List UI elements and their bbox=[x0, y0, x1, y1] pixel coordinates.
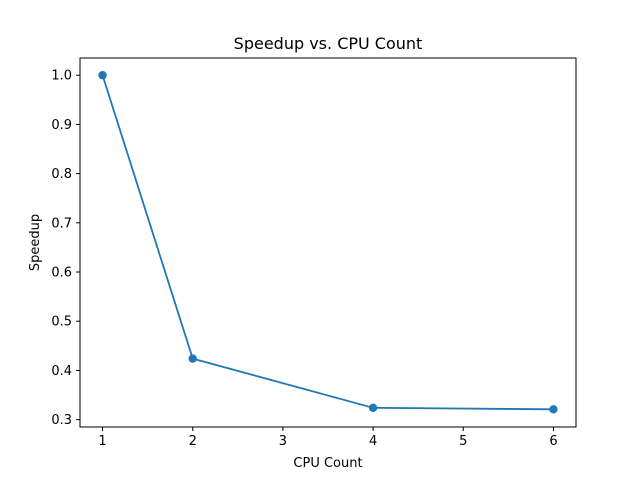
y-tick-label: 0.3 bbox=[51, 413, 72, 428]
x-tick-label: 6 bbox=[549, 434, 557, 449]
y-tick-label: 0.5 bbox=[51, 315, 72, 330]
x-tick-label: 4 bbox=[369, 434, 377, 449]
y-tick-label: 1.0 bbox=[51, 69, 72, 84]
y-axis: 0.3 0.4 0.5 0.6 0.7 0.8 0.9 1.0 bbox=[51, 69, 80, 428]
y-tick-label: 0.8 bbox=[51, 167, 72, 182]
data-point bbox=[188, 354, 197, 363]
data-point bbox=[549, 405, 558, 414]
y-tick-label: 0.7 bbox=[51, 216, 72, 231]
data-point bbox=[368, 403, 378, 413]
x-axis-label: CPU Count bbox=[293, 456, 362, 471]
x-tick-label: 5 bbox=[459, 434, 467, 449]
series-layer bbox=[98, 71, 558, 414]
x-tick-label: 1 bbox=[98, 434, 106, 449]
x-tick-label: 3 bbox=[279, 434, 287, 449]
series-line bbox=[101, 74, 554, 411]
data-point bbox=[98, 71, 107, 80]
x-tick-label: 2 bbox=[189, 434, 197, 449]
plot-frame bbox=[79, 57, 577, 428]
plot-area bbox=[79, 57, 577, 428]
y-tick-label: 0.4 bbox=[51, 364, 72, 379]
chart-title: Speedup vs. CPU Count bbox=[234, 34, 423, 53]
y-tick-label: 0.9 bbox=[51, 118, 72, 133]
x-axis: 1 2 3 4 5 6 bbox=[98, 427, 558, 449]
y-tick-label: 0.6 bbox=[51, 266, 72, 281]
y-axis-label: Speedup bbox=[28, 214, 43, 271]
